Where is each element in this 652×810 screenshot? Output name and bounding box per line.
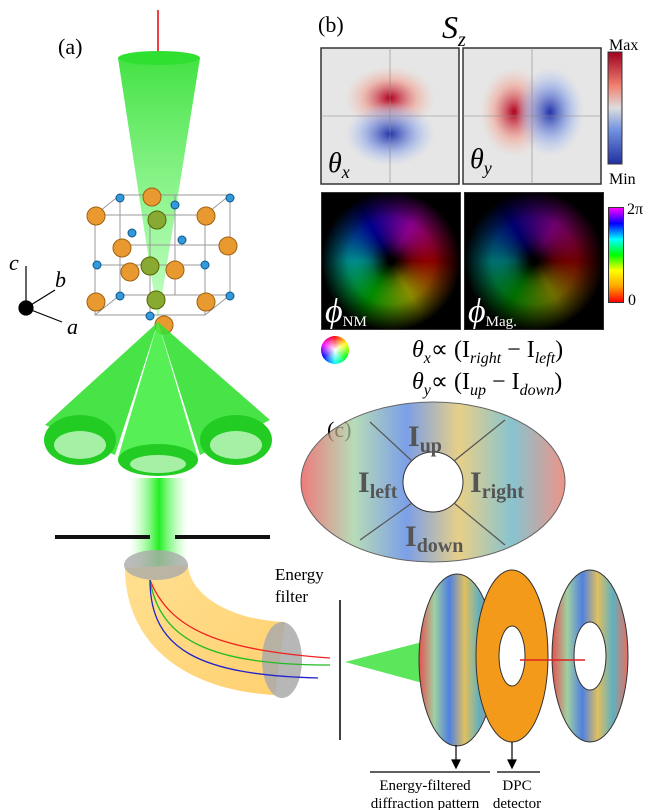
axis-label-c: c xyxy=(9,250,19,275)
spin-colorbar xyxy=(608,52,622,164)
equation-part: right xyxy=(470,350,502,367)
phase-scale-max: 2π xyxy=(627,201,643,218)
equation-part: θ xyxy=(412,337,424,363)
axis-label-b: b xyxy=(55,267,66,292)
map-label: ϕMag. xyxy=(468,293,517,330)
map-label: ϕNM xyxy=(325,293,367,330)
equation-part: up xyxy=(470,382,486,399)
axis-label-a: a xyxy=(67,314,78,339)
phase-scale-min: 0 xyxy=(628,292,636,309)
equation-part: ∝ (I xyxy=(431,337,470,363)
equation-part: − I xyxy=(486,369,520,395)
label-arrows xyxy=(370,742,540,772)
beam-top xyxy=(118,51,200,65)
tube-end xyxy=(124,550,188,580)
ring-hole xyxy=(574,622,606,690)
diagram: c b a Energyfilter Energy-filtereddiffra… xyxy=(0,0,652,810)
equation-part: ∝ (I xyxy=(431,369,470,395)
filtered-beam xyxy=(345,640,430,685)
figure: c b a Energyfilter Energy-filtereddiffra… xyxy=(0,0,652,810)
scale-min: Min xyxy=(609,171,636,188)
dpc-hole xyxy=(499,626,525,686)
equation-part: ) xyxy=(555,337,563,363)
equation-part: left xyxy=(535,350,556,367)
equation-part: θ xyxy=(412,369,424,395)
equation: θx∝ (Iright − Ileft) xyxy=(412,337,563,367)
tube-end xyxy=(262,622,302,698)
panel-label: (a) xyxy=(58,34,82,59)
equation-part: x xyxy=(423,350,431,367)
scale-max: Max xyxy=(609,37,638,54)
equation: θy∝ (Iup − Idown) xyxy=(412,369,562,399)
energy-filter-tube xyxy=(125,565,285,695)
spin-title: Sz xyxy=(442,9,466,51)
diffracted-beams xyxy=(44,322,272,476)
equation-part: down xyxy=(520,382,555,399)
equation-part: − I xyxy=(501,337,535,363)
equation-part: ) xyxy=(554,369,562,395)
panel-label: (b) xyxy=(318,12,344,37)
